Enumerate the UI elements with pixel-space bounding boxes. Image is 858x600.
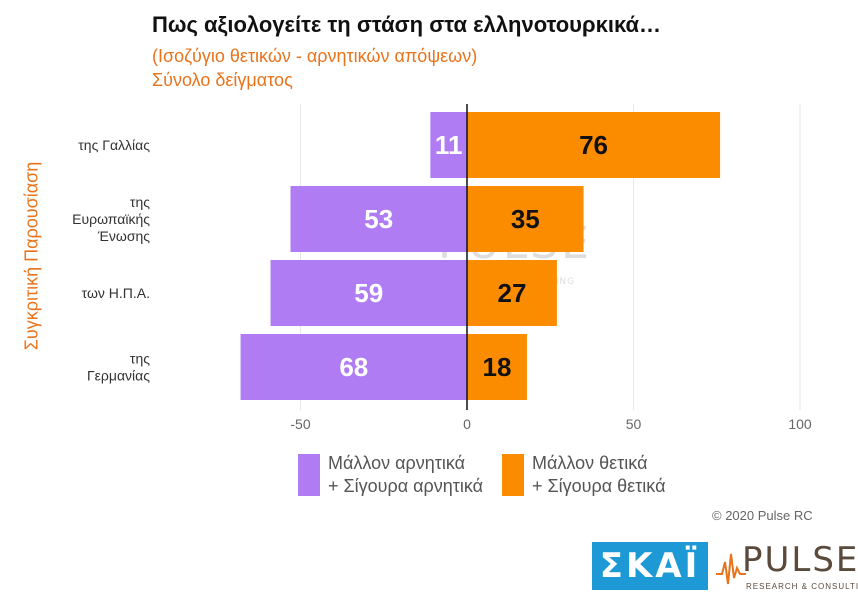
chart-title: Πως αξιολογείτε τη στάση στα ελληνοτουρκ…: [152, 12, 662, 37]
data-label-negative: 68: [339, 352, 368, 382]
data-label-negative: 59: [354, 278, 383, 308]
bar-positive: [467, 260, 557, 326]
data-label-positive: 35: [511, 204, 540, 234]
bar-positive: [467, 334, 527, 400]
legend-label-positive-line2: + Σίγουρα θετικά: [532, 476, 666, 496]
data-label-negative: 11: [435, 130, 463, 160]
category-label: της Γαλλίας: [78, 137, 150, 153]
data-label-positive: 27: [497, 278, 526, 308]
bar-negative: [240, 334, 467, 400]
legend-item-negative: Μάλλον αρνητικά + Σίγουρα αρνητικά: [298, 452, 483, 498]
pulse-wave-icon: [716, 553, 746, 585]
pulse-logo-word: PULSE: [742, 540, 858, 580]
category-label: της: [130, 194, 150, 210]
skai-logo: ΣΚΑΪ: [592, 542, 708, 590]
x-tick-label: 50: [626, 416, 642, 432]
legend-swatch-negative: [298, 454, 320, 496]
data-label-negative: 53: [364, 204, 393, 234]
pulse-logo-subtitle: RESEARCH & CONSULTING: [746, 582, 858, 591]
bar-positive: [467, 112, 721, 178]
pulse-logo: PULSE RESEARCH & CONSULTING: [716, 540, 858, 594]
bar-negative: [430, 112, 467, 178]
legend-swatch-positive: [502, 454, 524, 496]
category-label: Ευρωπαϊκής: [72, 211, 150, 227]
copyright-text: © 2020 Pulse RC: [712, 508, 813, 523]
category-label: των Η.Π.Α.: [82, 285, 150, 301]
category-label: Γερμανίας: [87, 368, 150, 384]
x-tick-label: 100: [788, 416, 812, 432]
legend-label-negative-line1: Μάλλον αρνητικά: [328, 453, 466, 473]
legend-item-positive: Μάλλον θετικά + Σίγουρα θετικά: [502, 452, 665, 498]
category-label: Ένωσης: [97, 228, 150, 244]
legend-label-positive-line1: Μάλλον θετικά: [532, 453, 648, 473]
legend-label-negative-line2: + Σίγουρα αρνητικά: [328, 476, 484, 496]
data-label-positive: 76: [579, 130, 608, 160]
bar-negative: [290, 186, 467, 252]
x-tick-label: -50: [290, 416, 310, 432]
category-label: της: [130, 351, 150, 367]
chart-subtitle: (Ισοζύγιο θετικών - αρνητικών απόψεων): [152, 46, 478, 66]
bar-positive: [467, 186, 584, 252]
bar-negative: [270, 260, 467, 326]
chart-subtitle-sample: Σύνολο δείγματος: [152, 70, 293, 90]
x-tick-label: 0: [463, 416, 471, 432]
data-label-positive: 18: [483, 352, 512, 382]
